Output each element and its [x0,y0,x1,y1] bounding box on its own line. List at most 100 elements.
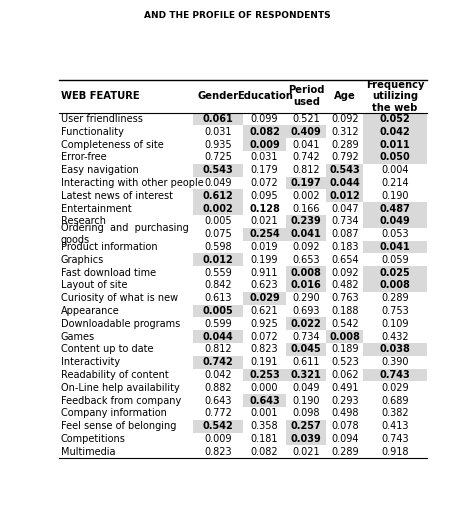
Text: 0.181: 0.181 [251,434,278,444]
Text: 0.289: 0.289 [331,140,359,149]
Bar [243,292,286,305]
Text: 0.290: 0.290 [292,293,320,303]
Text: Fast download time: Fast download time [61,268,156,278]
Bar [193,164,243,177]
Text: 0.002: 0.002 [292,191,320,201]
Bar [364,202,427,215]
Text: Layout of site: Layout of site [61,280,127,291]
Text: 0.643: 0.643 [249,396,280,405]
Text: 0.753: 0.753 [381,306,409,316]
Text: User friendliness: User friendliness [61,114,143,124]
Text: 0.935: 0.935 [204,140,232,149]
Bar [364,279,427,292]
Text: 0.075: 0.075 [204,229,232,239]
Text: 0.049: 0.049 [204,178,232,188]
Text: 0.012: 0.012 [329,191,360,201]
Text: 0.257: 0.257 [291,421,322,431]
Text: 0.542: 0.542 [203,421,234,431]
Text: 0.823: 0.823 [251,344,278,354]
Bar [243,369,286,382]
Text: 0.842: 0.842 [204,280,232,291]
Text: On-Line help availability: On-Line help availability [61,383,180,393]
Text: 0.092: 0.092 [331,114,359,124]
Text: 0.693: 0.693 [292,306,320,316]
Text: Product information: Product information [61,242,157,252]
Text: 0.078: 0.078 [331,421,359,431]
Text: 0.743: 0.743 [380,370,410,380]
Text: 0.044: 0.044 [329,178,360,188]
Text: Easy navigation: Easy navigation [61,165,138,175]
Text: 0.049: 0.049 [380,217,410,226]
Text: 0.050: 0.050 [380,153,410,162]
Text: 0.689: 0.689 [381,396,409,405]
Text: Latest news of interest: Latest news of interest [61,191,173,201]
Bar [243,394,286,407]
Text: 0.599: 0.599 [204,319,232,329]
Text: Company information: Company information [61,408,166,418]
Text: 0.199: 0.199 [251,255,278,265]
Text: Competitions: Competitions [61,434,126,444]
Text: 0.098: 0.098 [292,408,320,418]
Text: 0.047: 0.047 [331,204,359,214]
Bar [364,240,427,253]
Text: 0.166: 0.166 [292,204,320,214]
Text: Completeness of site: Completeness of site [61,140,164,149]
Bar [326,330,364,343]
Text: 0.038: 0.038 [380,344,410,354]
Text: 0.409: 0.409 [291,127,322,137]
Bar [286,228,326,240]
Text: 0.725: 0.725 [204,153,232,162]
Bar [286,266,326,279]
Text: 0.011: 0.011 [380,140,410,149]
Text: 0.095: 0.095 [251,191,278,201]
Bar [193,305,243,317]
Bar [364,343,427,356]
Text: 0.812: 0.812 [204,344,232,354]
Text: 0.021: 0.021 [292,447,320,457]
Bar [286,420,326,433]
Bar [243,138,286,151]
Text: 0.289: 0.289 [381,293,409,303]
Text: 0.918: 0.918 [381,447,409,457]
Text: 0.179: 0.179 [251,165,278,175]
Bar [243,126,286,138]
Text: 0.654: 0.654 [331,255,359,265]
Text: 0.109: 0.109 [381,319,409,329]
Text: 0.049: 0.049 [292,383,320,393]
Text: Appearance: Appearance [61,306,119,316]
Text: 0.072: 0.072 [251,178,278,188]
Text: 0.432: 0.432 [381,331,409,342]
Text: 0.772: 0.772 [204,408,232,418]
Text: 0.289: 0.289 [331,447,359,457]
Text: 0.925: 0.925 [251,319,278,329]
Text: 0.094: 0.094 [331,434,359,444]
Bar [193,330,243,343]
Text: 0.005: 0.005 [204,217,232,226]
Bar [364,138,427,151]
Text: Downloadable programs: Downloadable programs [61,319,180,329]
Bar [193,189,243,202]
Bar [286,126,326,138]
Text: 0.009: 0.009 [249,140,280,149]
Text: 0.082: 0.082 [251,447,278,457]
Text: 0.183: 0.183 [331,242,359,252]
Text: 0.082: 0.082 [249,127,280,137]
Text: 0.911: 0.911 [251,268,278,278]
Text: 0.390: 0.390 [381,357,409,367]
Text: 0.025: 0.025 [380,268,410,278]
Bar [364,215,427,228]
Bar [364,151,427,164]
Text: 0.763: 0.763 [331,293,359,303]
Text: 0.009: 0.009 [204,434,232,444]
Text: Graphics: Graphics [61,255,104,265]
Bar [193,253,243,266]
Bar [364,126,427,138]
Text: 0.092: 0.092 [331,268,359,278]
Text: 0.061: 0.061 [203,114,234,124]
Bar [243,228,286,240]
Text: 0.190: 0.190 [381,191,409,201]
Text: 0.734: 0.734 [331,217,359,226]
Bar [326,189,364,202]
Text: 0.742: 0.742 [203,357,234,367]
Text: 0.031: 0.031 [251,153,278,162]
